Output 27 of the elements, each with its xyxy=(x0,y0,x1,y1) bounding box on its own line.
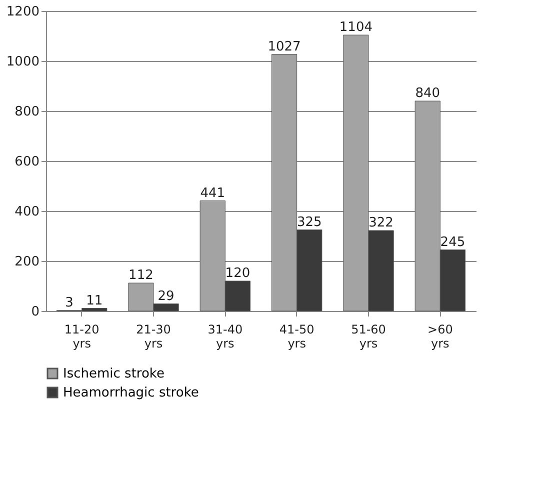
data-label: 322 xyxy=(368,216,394,230)
data-label: 3 xyxy=(65,295,74,310)
x-tick-label: 41-50 yrs xyxy=(279,322,314,350)
data-label: 1027 xyxy=(268,39,301,54)
y-tick-label: 1200 xyxy=(6,4,40,20)
y-tick-label: 1000 xyxy=(6,54,40,70)
data-label: 11 xyxy=(86,293,103,308)
y-tick-label: 400 xyxy=(14,204,40,220)
x-tick-label: 51-60 yrs xyxy=(351,322,386,350)
data-label: 1104 xyxy=(339,20,373,35)
y-tick-label: 0 xyxy=(31,304,40,320)
data-label: 325 xyxy=(296,214,322,230)
data-label: 840 xyxy=(415,86,440,101)
data-label: 29 xyxy=(158,288,174,304)
x-tick-label: 21-30 yrs xyxy=(136,322,171,350)
data-label: 112 xyxy=(128,268,154,283)
legend-label: Ischemic stroke xyxy=(63,366,164,382)
y-tick-label: 800 xyxy=(14,104,40,120)
x-tick-label: 11-20 yrs xyxy=(64,322,100,350)
x-tick-label: >60 yrs xyxy=(428,322,453,350)
y-tick-label: 600 xyxy=(14,154,40,170)
legend-label: Heamorrhagic stroke xyxy=(63,386,199,400)
data-label: 245 xyxy=(440,234,466,250)
data-label: 120 xyxy=(225,266,250,281)
x-tick-label: 31-40 yrs xyxy=(208,322,243,350)
data-label: 441 xyxy=(200,186,226,201)
y-tick-label: 200 xyxy=(14,254,40,270)
